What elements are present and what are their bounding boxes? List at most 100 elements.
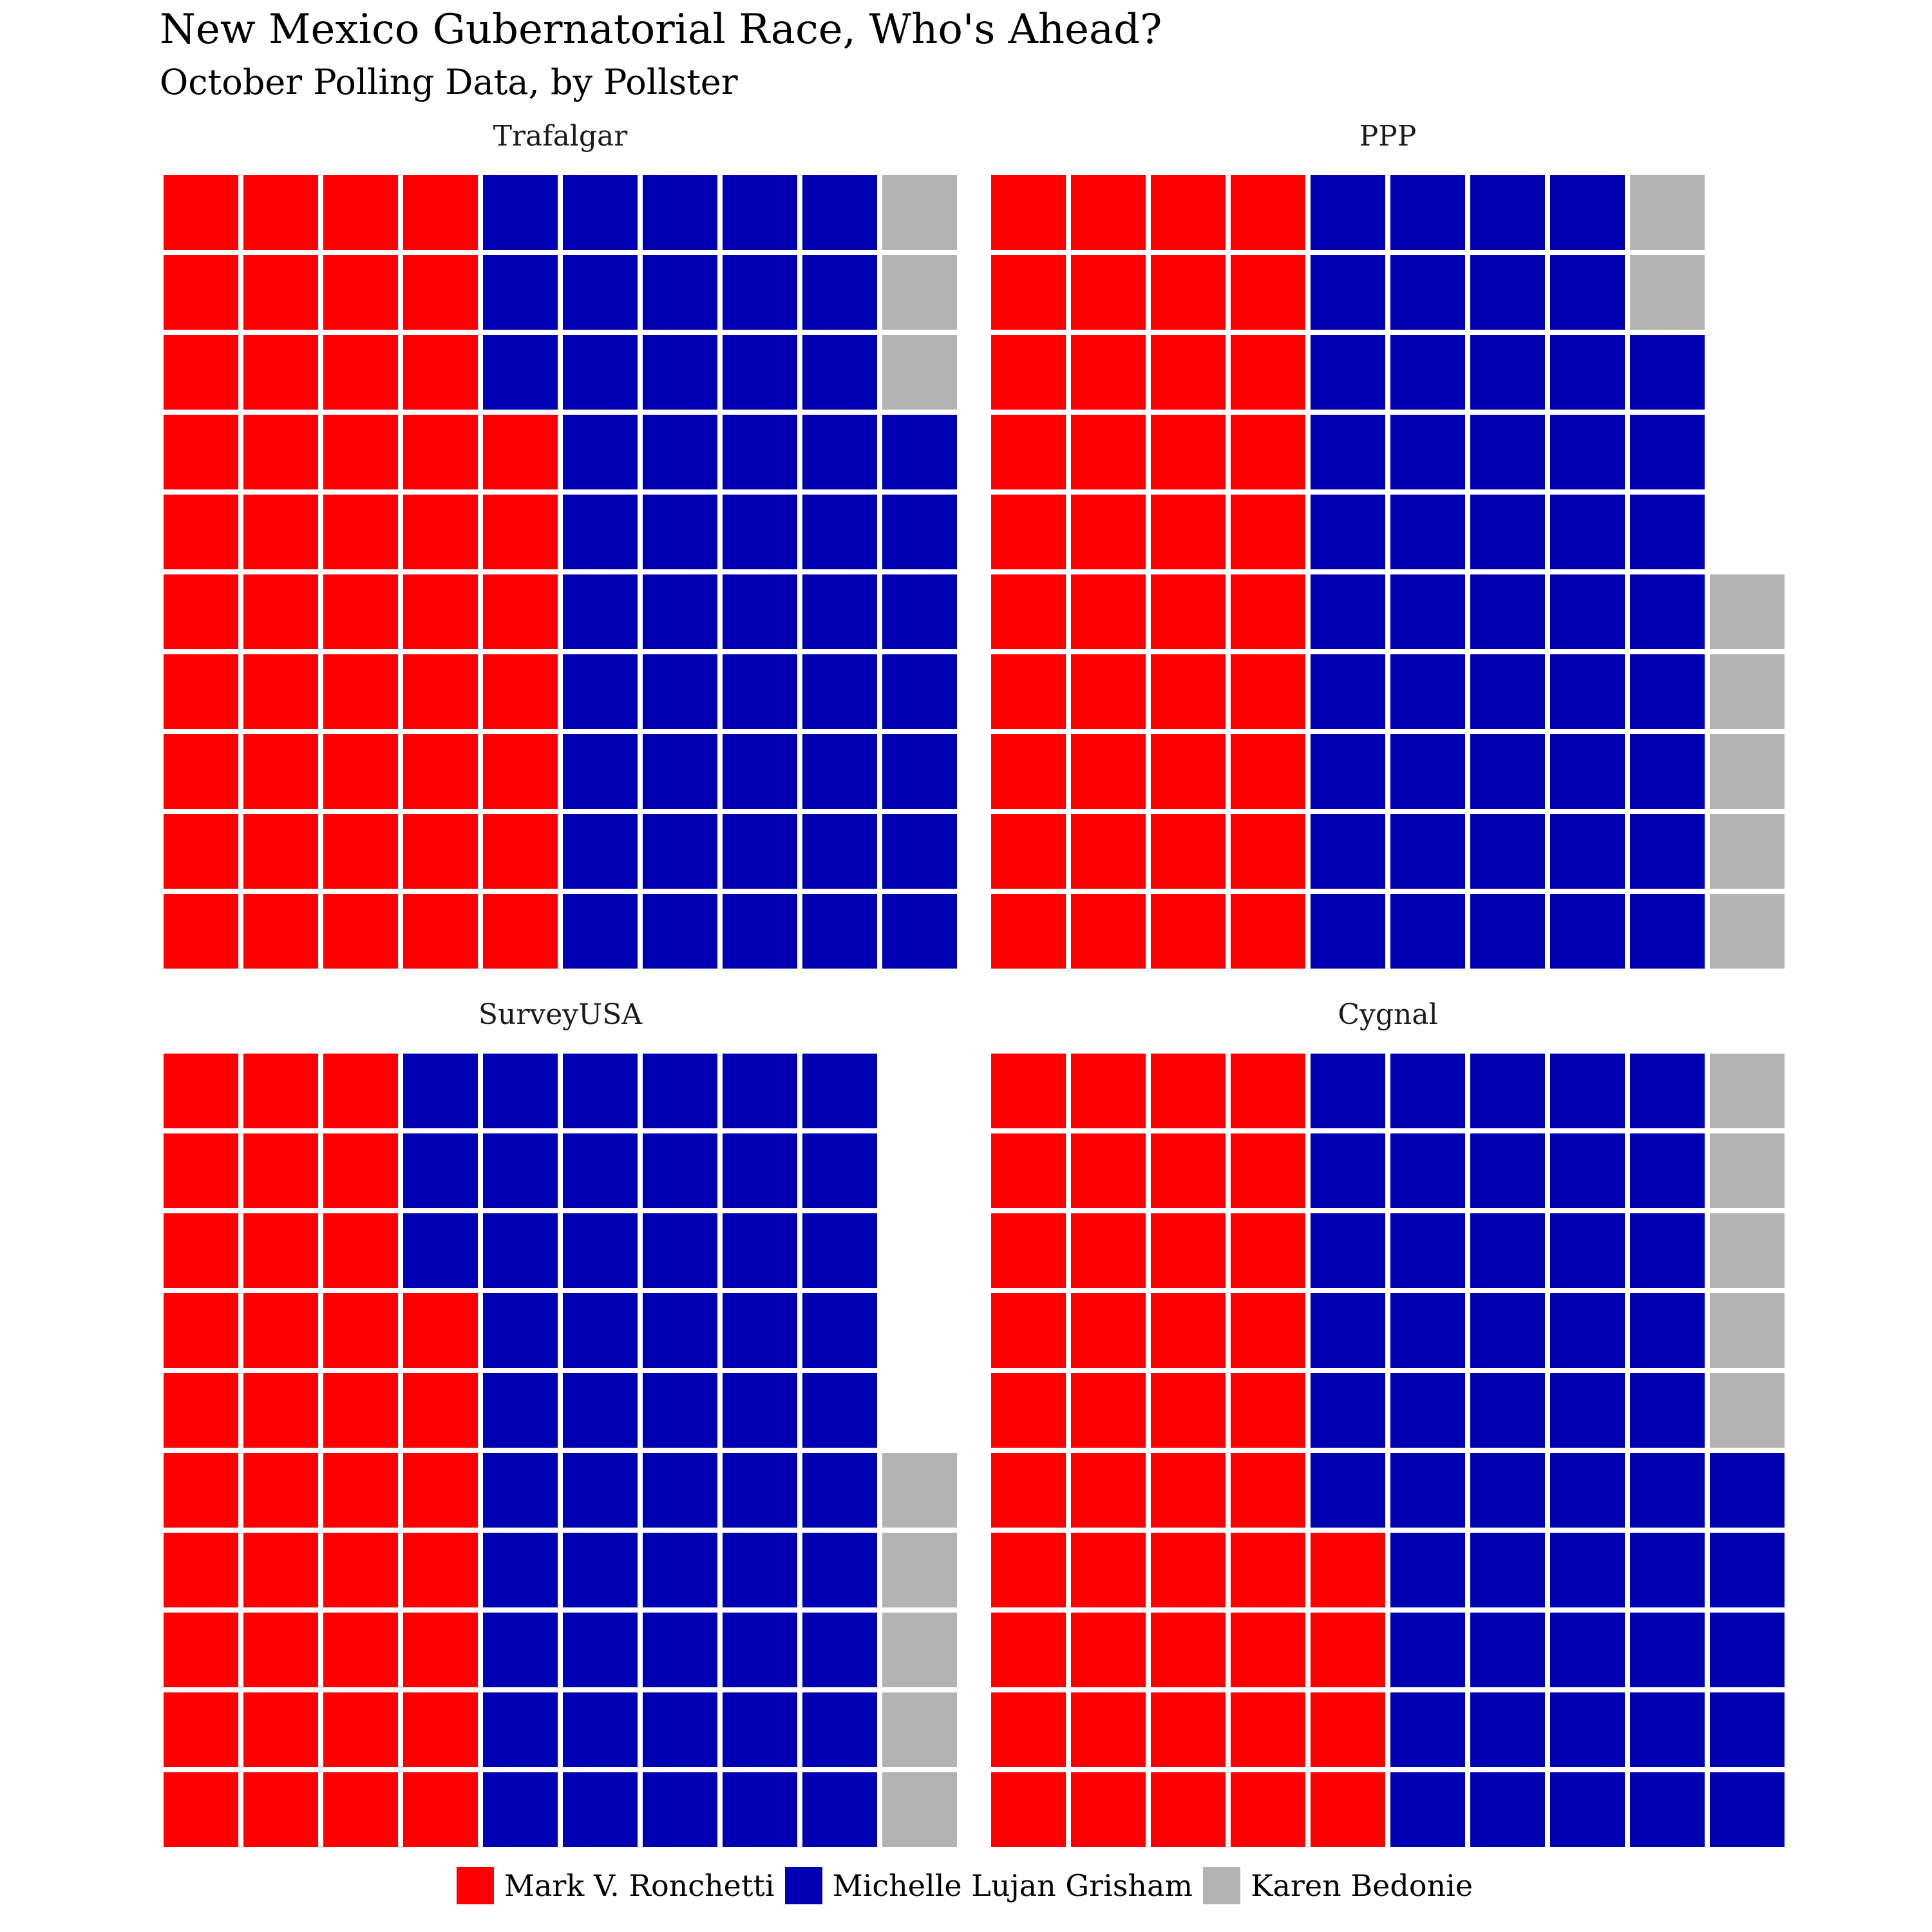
waffle-tile xyxy=(1390,1133,1465,1208)
waffle-tile xyxy=(1390,335,1465,410)
waffle-tile xyxy=(483,734,558,809)
waffle-tile xyxy=(882,1613,957,1687)
waffle-tile xyxy=(991,255,1066,330)
waffle-tile xyxy=(1710,1453,1785,1528)
waffle-tile xyxy=(164,175,238,250)
waffle-tile xyxy=(802,1293,877,1368)
waffle-tile xyxy=(243,1772,318,1847)
waffle-tile xyxy=(1470,1772,1545,1847)
waffle-tile xyxy=(882,734,957,809)
waffle-tile xyxy=(243,335,318,410)
waffle-tile xyxy=(1071,574,1146,649)
waffle-tile xyxy=(1710,1373,1785,1448)
waffle-tile xyxy=(802,1133,877,1208)
waffle-tile xyxy=(643,1133,717,1208)
waffle-tile xyxy=(643,255,717,330)
waffle-tile xyxy=(1390,1533,1465,1607)
panel-title: PPP xyxy=(1359,120,1417,153)
waffle-tile xyxy=(991,495,1066,569)
waffle-tile xyxy=(1151,1533,1226,1607)
waffle-tile xyxy=(243,1054,318,1128)
waffle-tile xyxy=(1710,574,1785,649)
waffle-tile xyxy=(1311,1373,1385,1448)
waffle-tile xyxy=(164,1692,238,1767)
waffle-tile xyxy=(1151,734,1226,809)
waffle-tile xyxy=(1231,1533,1305,1607)
legend-label: Karen Bedonie xyxy=(1251,1868,1473,1903)
waffle-tile xyxy=(643,654,717,729)
waffle-tile xyxy=(1151,1772,1226,1847)
waffle-tile xyxy=(1071,1453,1146,1528)
waffle-tile xyxy=(323,894,398,969)
waffle-tile xyxy=(723,255,797,330)
waffle-tile xyxy=(1550,1772,1625,1847)
waffle-tile xyxy=(164,415,238,489)
waffle-tile xyxy=(164,1054,238,1128)
waffle-tile xyxy=(1550,1613,1625,1687)
waffle-tile xyxy=(991,1133,1066,1208)
waffle-tile xyxy=(483,1373,558,1448)
waffle-tile xyxy=(991,734,1066,809)
waffle-tile xyxy=(243,1213,318,1288)
waffle-tile xyxy=(243,734,318,809)
waffle-tile xyxy=(164,1213,238,1288)
waffle-tile xyxy=(1390,734,1465,809)
waffle-tile xyxy=(1710,1613,1785,1687)
waffle-tile xyxy=(323,1613,398,1687)
waffle-tile xyxy=(991,1054,1066,1128)
waffle-tile xyxy=(643,1533,717,1607)
waffle-tile xyxy=(483,1213,558,1288)
waffle-tile xyxy=(723,574,797,649)
waffle-tile xyxy=(882,1692,957,1767)
waffle-tile xyxy=(882,255,957,330)
waffle-tile xyxy=(1390,495,1465,569)
waffle-tile xyxy=(1390,654,1465,729)
waffle-tile xyxy=(802,1054,877,1128)
waffle-tile xyxy=(643,1453,717,1528)
waffle-tile xyxy=(1470,255,1545,330)
waffle-tile xyxy=(563,335,638,410)
waffle-tile xyxy=(1470,574,1545,649)
waffle-tile xyxy=(164,814,238,889)
waffle-tile xyxy=(1550,894,1625,969)
waffle-tile xyxy=(1231,175,1305,250)
waffle-tile xyxy=(323,415,398,489)
waffle-tile xyxy=(1470,175,1545,250)
waffle-tile xyxy=(1231,335,1305,410)
waffle-tile xyxy=(643,1613,717,1687)
waffle-tile xyxy=(483,1533,558,1607)
waffle-tile xyxy=(563,1293,638,1368)
waffle-tile xyxy=(723,1533,797,1607)
waffle-tile xyxy=(1311,814,1385,889)
waffle-tile xyxy=(1071,1692,1146,1767)
waffle-tile xyxy=(483,415,558,489)
waffle-tile xyxy=(643,814,717,889)
waffle-tile xyxy=(323,1213,398,1288)
waffle-tile xyxy=(563,1213,638,1288)
waffle-tile xyxy=(403,415,478,489)
waffle-tile xyxy=(1071,1533,1146,1607)
waffle-tile xyxy=(563,1692,638,1767)
waffle-tile xyxy=(243,415,318,489)
waffle-tile xyxy=(1390,415,1465,489)
waffle-tile xyxy=(1071,175,1146,250)
waffle-tile xyxy=(243,175,318,250)
waffle-tile xyxy=(1630,175,1705,250)
chart-subtitle: October Polling Data, by Pollster xyxy=(160,62,738,102)
waffle-tile xyxy=(403,1692,478,1767)
waffle-tile xyxy=(403,1213,478,1288)
waffle-tile xyxy=(483,1293,558,1368)
waffle-tile xyxy=(802,175,877,250)
waffle-tile xyxy=(1151,1613,1226,1687)
waffle-tile xyxy=(991,1213,1066,1288)
waffle-tile xyxy=(1311,574,1385,649)
waffle-tile xyxy=(1151,175,1226,250)
waffle-tile xyxy=(1231,415,1305,489)
waffle-tile xyxy=(1071,654,1146,729)
waffle-tile xyxy=(643,894,717,969)
waffle-tile xyxy=(802,1213,877,1288)
waffle-tile xyxy=(991,1293,1066,1368)
waffle-tile xyxy=(243,495,318,569)
waffle-tile xyxy=(563,255,638,330)
waffle-tile xyxy=(1630,654,1705,729)
